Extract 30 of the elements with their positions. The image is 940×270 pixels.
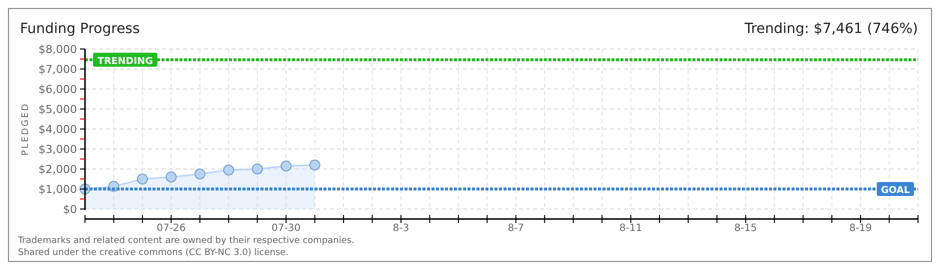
x-tick-label: 8-11	[619, 223, 642, 234]
ref-line-label: TRENDING	[97, 56, 154, 67]
text: Shared under the creative commons (CC BY-NC 3.0) license.	[18, 248, 289, 258]
y-tick-label: $2,000	[38, 163, 77, 176]
point	[280, 160, 292, 172]
point	[166, 172, 177, 182]
chart-title: Funding Progress	[20, 21, 140, 37]
x-tick-label: 07-26	[156, 223, 186, 234]
point	[136, 174, 148, 184]
y-tick-label: $1,000	[38, 183, 77, 196]
y-tick-label: $8,000	[38, 43, 77, 56]
point	[223, 164, 234, 176]
y-tick-label: $4,000	[38, 123, 77, 136]
y-tick-label: $0	[63, 203, 77, 216]
x-tick-label: 8-19	[849, 223, 872, 234]
chart-subtitle: Trending: $7,461 (746%)	[743, 21, 918, 37]
x-tick-label: 07-30	[272, 223, 301, 234]
x-tick-label: 8-7	[508, 223, 524, 234]
x-tick-label: 8-3	[392, 223, 410, 234]
y-axis-title: PLEDGED	[21, 102, 31, 156]
y-tick-label: $7,000	[38, 63, 77, 76]
y-tick-label: $3,000	[38, 143, 77, 156]
point	[194, 168, 206, 180]
point	[252, 164, 263, 174]
y-tick-label: $6,000	[38, 83, 77, 96]
y-tick-label: $5,000	[38, 103, 77, 116]
point	[309, 160, 320, 170]
x-tick-label: 8-15	[734, 223, 758, 234]
ref-line-label: GOAL	[880, 185, 910, 196]
text: Trademarks and related content are owned by their respective companies.	[17, 236, 354, 246]
